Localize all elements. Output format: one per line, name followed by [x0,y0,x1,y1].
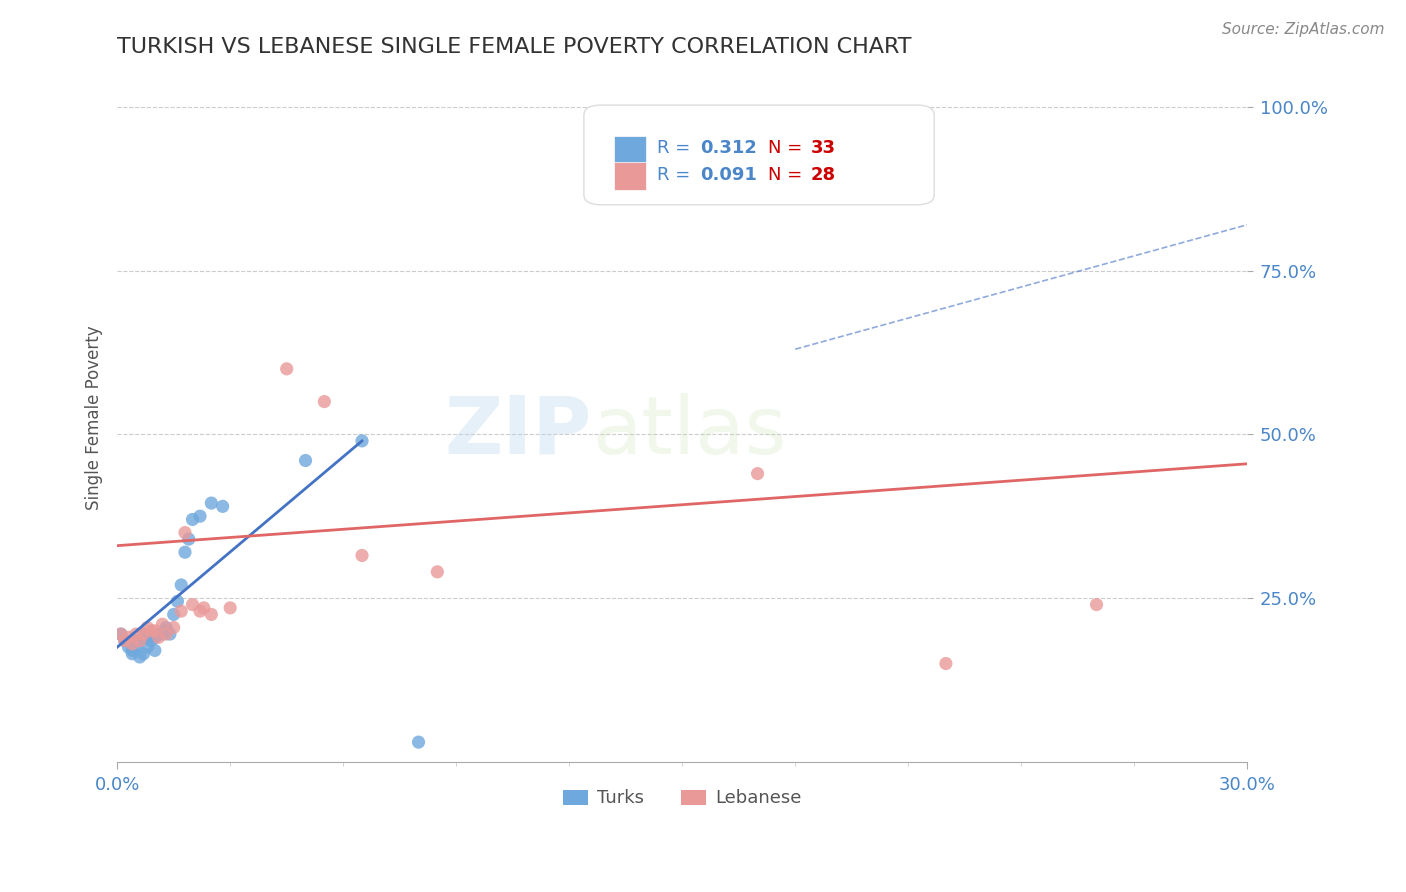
Point [350,434,373,448]
Point [426,565,449,579]
Point [219,600,242,615]
Point [121,637,143,651]
Text: 0.091: 0.091 [700,166,758,184]
Text: 33: 33 [811,139,837,157]
Text: R =: R = [658,139,696,157]
Point [125,633,148,648]
Point [110,627,132,641]
Point [170,604,193,618]
Point [181,598,204,612]
Text: 0.312: 0.312 [700,139,758,157]
Point [121,647,143,661]
Point [128,633,150,648]
Text: N =: N = [768,139,808,157]
Point [132,627,155,641]
Point [136,631,159,645]
Point [148,631,170,645]
Text: N =: N = [768,166,808,184]
Point [143,631,166,645]
Point [166,594,188,608]
Point [350,549,373,563]
Text: Source: ZipAtlas.com: Source: ZipAtlas.com [1222,22,1385,37]
Text: 28: 28 [811,166,837,184]
Point [163,620,186,634]
Point [170,578,193,592]
Point [163,607,186,622]
Point [132,627,155,641]
Point [139,624,162,638]
Point [408,735,430,749]
Text: ZIP: ZIP [444,392,592,471]
Point [747,467,769,481]
Point [159,627,181,641]
FancyBboxPatch shape [583,105,934,205]
Point [150,627,173,641]
Point [114,633,136,648]
Point [139,633,162,648]
Point [128,650,150,665]
Point [143,624,166,638]
FancyBboxPatch shape [614,136,645,163]
Point [177,532,200,546]
Text: R =: R = [658,166,696,184]
Point [150,617,173,632]
Point [143,643,166,657]
Point [314,394,336,409]
Legend: Turks, Lebanese: Turks, Lebanese [555,782,808,814]
Point [200,496,222,510]
Point [132,647,155,661]
Point [211,500,233,514]
Point [200,607,222,622]
FancyBboxPatch shape [614,162,645,190]
Text: TURKISH VS LEBANESE SINGLE FEMALE POVERTY CORRELATION CHART: TURKISH VS LEBANESE SINGLE FEMALE POVERT… [117,37,911,57]
Point [114,633,136,648]
Point [155,620,177,634]
Point [121,643,143,657]
Point [276,361,298,376]
Point [110,627,132,641]
Point [181,512,204,526]
Point [935,657,957,671]
Point [155,627,177,641]
Point [155,624,177,638]
Point [125,640,148,655]
Point [188,509,211,524]
Point [174,545,197,559]
Point [117,631,139,645]
Point [193,600,215,615]
Point [1085,598,1108,612]
Point [188,604,211,618]
Point [128,633,150,648]
Point [174,525,197,540]
Point [294,453,316,467]
Point [136,620,159,634]
Point [117,640,139,655]
Text: atlas: atlas [592,392,786,471]
Point [148,627,170,641]
Point [136,640,159,655]
Point [125,627,148,641]
Y-axis label: Single Female Poverty: Single Female Poverty [86,326,103,510]
